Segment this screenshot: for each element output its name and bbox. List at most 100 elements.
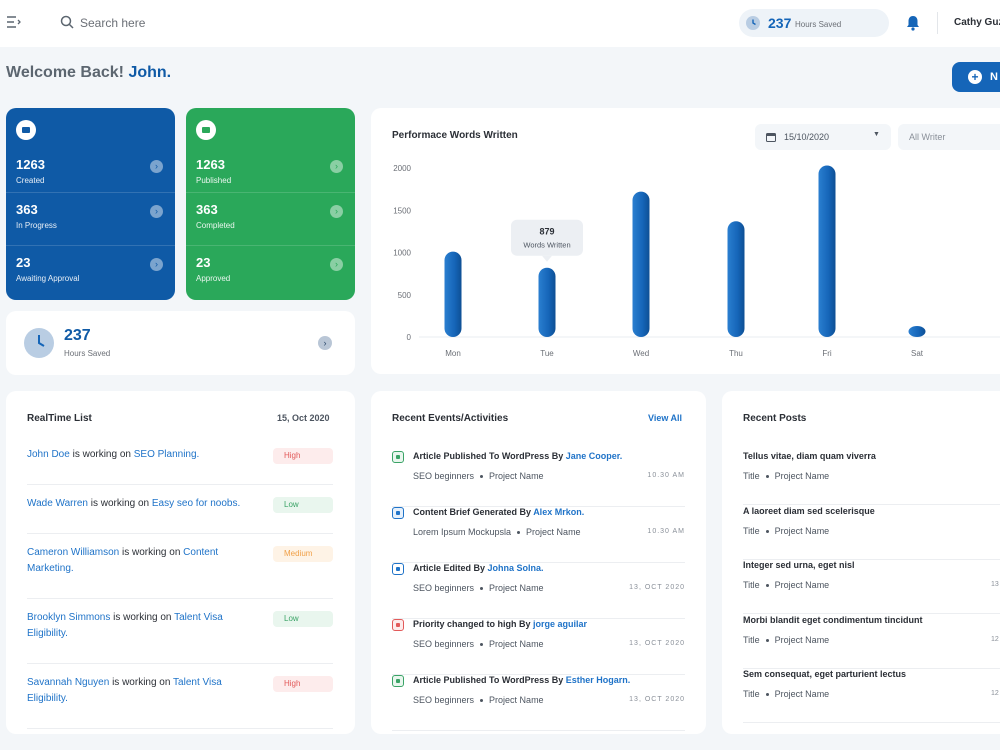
bell-icon[interactable]: [906, 15, 920, 31]
x-tick-label: Wed: [633, 349, 649, 358]
user-name[interactable]: Cathy Guzm: [954, 17, 1000, 28]
search-input[interactable]: [80, 13, 280, 33]
event-project: SEO beginners: [413, 583, 475, 593]
chevron-right-icon[interactable]: ›: [330, 258, 343, 271]
event-meta: Lorem Ipsum Mockupsla Project Name: [413, 527, 581, 537]
list-item[interactable]: Article Published To WordPress By Jane C…: [392, 451, 685, 507]
list-item[interactable]: Brooklyn Simmons is working on Talent Vi…: [27, 610, 333, 664]
chevron-right-icon[interactable]: ›: [150, 258, 163, 271]
card-title: Recent Posts: [743, 413, 807, 424]
welcome-greeting: Welcome Back!: [6, 64, 124, 81]
list-item[interactable]: Article Edited By Johna Solna. SEO beginn…: [392, 563, 685, 619]
status-badge: Low: [273, 611, 333, 627]
writer-select-value: All Writer: [909, 132, 946, 142]
y-tick-label: 0: [407, 333, 412, 342]
menu-icon[interactable]: [7, 16, 21, 28]
folder-icon: [196, 120, 216, 140]
clock-icon: [746, 16, 760, 30]
task-link[interactable]: Talent Visa Eligibility.: [27, 612, 223, 639]
welcome-heading: Welcome Back! John.: [6, 64, 171, 82]
words-written-chart: 0 500 1000 1500 2000 Mon Tue Wed Thu Fri Sat 879 Wor…: [393, 164, 1000, 358]
bar-mon: [444, 251, 462, 337]
chevron-right-icon[interactable]: ›: [150, 205, 163, 218]
activity-text: Brooklyn Simmons is working on Talent Vi…: [27, 610, 247, 642]
stat-approved[interactable]: 23 Approved ›: [186, 245, 355, 298]
performance-chart-card: 0 500 1000 1500 2000 Mon Tue Wed Thu Fri Sat 879 Wor…: [371, 108, 1000, 374]
event-user-link[interactable]: Alex Mrkon.: [533, 507, 585, 517]
event-project: Lorem Ipsum Mockupsla: [413, 527, 512, 537]
list-item[interactable]: Sem consequat, eget parturient lectus Tit…: [743, 669, 1000, 723]
list-item[interactable]: Content Brief Generated By Alex Mrkon. Lo…: [392, 507, 685, 563]
event-project-name: Project Name: [489, 695, 544, 705]
chevron-right-icon[interactable]: ›: [330, 205, 343, 218]
post-title[interactable]: Sem consequat, eget parturient lectus: [743, 669, 907, 679]
event-user-link[interactable]: jorge aguilar: [533, 619, 588, 629]
stat-value: 23: [196, 255, 211, 270]
event-time: 10.30 AM: [647, 528, 685, 535]
y-tick-label: 1000: [393, 249, 411, 258]
event-time: 13, OCT 2020: [629, 584, 685, 591]
post-title[interactable]: Integer sed urna, eget nisl: [743, 560, 855, 570]
folder-icon: [16, 120, 36, 140]
post-title[interactable]: Morbi blandit eget condimentum tincidunt: [743, 614, 923, 625]
list-item[interactable]: Wade Warren is working on Easy seo for n…: [27, 496, 333, 534]
task-link[interactable]: Easy seo for noobs.: [151, 498, 241, 509]
welcome-name: John.: [128, 64, 172, 81]
post-meta: Title Project Name: [743, 635, 829, 645]
stat-value: 1263: [16, 157, 45, 172]
person-link[interactable]: Savannah Nguyen: [27, 677, 110, 688]
event-action: Priority changed to high By: [413, 619, 534, 629]
chevron-right-icon[interactable]: ›: [150, 160, 163, 173]
event-user-link[interactable]: Jane Cooper.: [565, 451, 623, 461]
person-link[interactable]: John Doe: [27, 449, 70, 460]
post-title[interactable]: Tellus vitae, diam quam viverra: [743, 451, 876, 461]
list-item[interactable]: Priority changed to high By jorge aguila…: [392, 619, 685, 675]
stat-label: Awaiting Approval: [16, 274, 80, 283]
activity-text: John Doe is working on SEO Planning.: [27, 447, 247, 463]
list-item[interactable]: Savannah Nguyen is working on Talent Vis…: [27, 675, 333, 729]
post-title[interactable]: A laoreet diam sed scelerisque: [743, 505, 875, 516]
stat-created[interactable]: 1263 Created ›: [6, 148, 175, 201]
list-item[interactable]: Tellus vitae, diam quam viverra Title Proj…: [743, 451, 1000, 505]
task-link[interactable]: Talent Visa Eligibility.: [27, 677, 222, 704]
date-select[interactable]: 15/10/2020 ▼: [755, 124, 891, 150]
chevron-right-icon[interactable]: ›: [318, 336, 332, 350]
list-item[interactable]: A laoreet diam sed scelerisque Title Proje…: [743, 506, 1000, 560]
event-project-name: Project Name: [489, 583, 544, 593]
new-button[interactable]: + N: [952, 62, 1000, 92]
person-link[interactable]: Brooklyn Simmons: [27, 612, 111, 623]
event-action: Article Published To WordPress By: [413, 451, 566, 461]
stat-label: Completed: [196, 221, 235, 230]
post-meta-title: Title: [743, 689, 760, 699]
list-item[interactable]: John Doe is working on SEO Planning. High: [27, 447, 333, 485]
hours-saved-value: 237: [64, 327, 91, 344]
post-meta: Title Project Name: [743, 580, 829, 590]
list-item[interactable]: Integer sed urna, eget nisl Title Project …: [743, 560, 1000, 614]
pencil-icon: [392, 563, 404, 575]
writer-select[interactable]: All Writer: [898, 124, 1000, 150]
task-link[interactable]: SEO Planning.: [133, 449, 200, 460]
hours-saved-label: Hours Saved: [64, 349, 111, 358]
event-user-link[interactable]: Esther Hogarn.: [565, 675, 631, 685]
list-item[interactable]: Morbi blandit eget condimentum tincidunt…: [743, 615, 1000, 669]
document-icon: [392, 507, 404, 519]
chevron-right-icon[interactable]: ›: [330, 160, 343, 173]
person-link[interactable]: Wade Warren: [27, 498, 88, 509]
task-link[interactable]: Content Marketing.: [27, 547, 219, 574]
post-meta-title: Title: [743, 580, 760, 590]
event-user-link[interactable]: Johna Solna.: [487, 563, 544, 573]
list-item[interactable]: Cameron Williamson is working on Content…: [27, 545, 333, 599]
stat-in-progress[interactable]: 363 In Progress ›: [6, 192, 175, 245]
list-item[interactable]: Article Published To WordPress By Esther…: [392, 675, 685, 731]
stat-completed[interactable]: 363 Completed ›: [186, 192, 355, 245]
event-project: SEO beginners: [413, 695, 475, 705]
stat-awaiting-approval[interactable]: 23 Awaiting Approval ›: [6, 245, 175, 298]
person-link[interactable]: Cameron Williamson: [27, 547, 120, 558]
event-action: Article Edited By: [413, 563, 488, 573]
activity-verb: is working on: [69, 449, 134, 460]
clock-icon: [24, 328, 54, 358]
stat-published[interactable]: 1263 Published ›: [186, 148, 355, 201]
activity-verb: is working on: [109, 677, 174, 688]
view-all-link[interactable]: View All: [648, 413, 683, 423]
post-project-name: Project Name: [774, 634, 830, 645]
